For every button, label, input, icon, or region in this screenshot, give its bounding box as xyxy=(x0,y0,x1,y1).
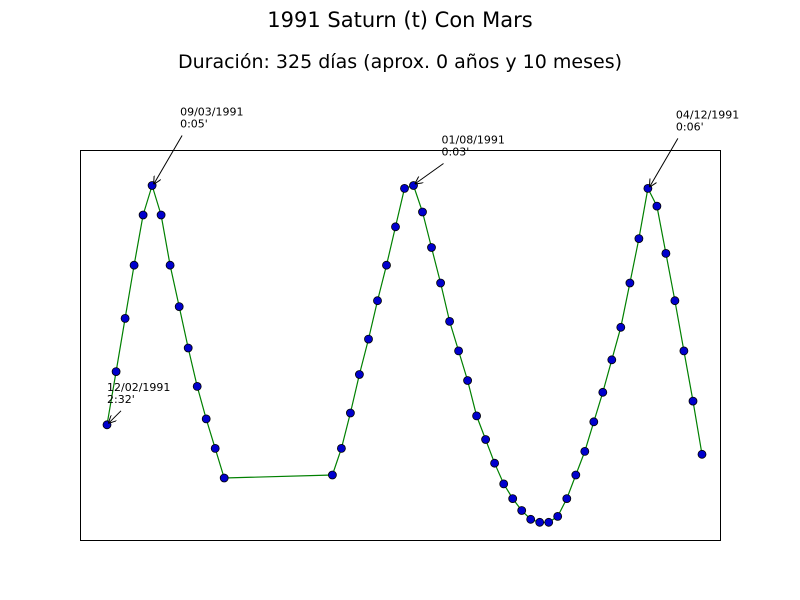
annotation-arrow xyxy=(650,138,679,186)
data-point xyxy=(327,470,337,480)
data-point xyxy=(490,458,500,468)
data-point xyxy=(580,446,590,456)
data-point xyxy=(174,302,184,312)
data-point xyxy=(219,473,229,483)
data-point xyxy=(138,210,148,220)
annotation-value: 0:05' xyxy=(180,118,208,131)
annotation-date: 04/12/1991 xyxy=(676,108,739,121)
data-point xyxy=(562,494,572,504)
annotation-date: 12/02/1991 xyxy=(107,381,170,394)
annotation-date: 01/08/1991 xyxy=(442,134,505,147)
series-line xyxy=(106,183,703,523)
data-point xyxy=(201,414,211,424)
data-point xyxy=(454,346,464,356)
data-point xyxy=(427,243,436,252)
data-point xyxy=(192,381,202,391)
data-point xyxy=(598,387,608,397)
data-point xyxy=(499,479,509,489)
data-point xyxy=(508,494,518,504)
data-point xyxy=(625,278,635,288)
annotation-arrow xyxy=(416,163,444,184)
data-point xyxy=(661,248,671,258)
data-point xyxy=(463,376,473,385)
data-point xyxy=(129,260,139,270)
data-point xyxy=(210,443,220,453)
data-point xyxy=(688,396,698,406)
data-point xyxy=(345,408,355,418)
annotation-date: 09/03/1991 xyxy=(180,106,243,119)
data-point xyxy=(526,514,536,524)
data-point xyxy=(616,322,626,332)
data-point xyxy=(354,370,364,379)
data-point xyxy=(589,417,599,427)
data-point xyxy=(544,517,554,527)
plot-area-frame xyxy=(80,150,721,541)
data-point xyxy=(391,222,400,232)
data-point xyxy=(670,296,680,306)
data-point xyxy=(553,512,563,521)
data-point xyxy=(436,278,446,288)
data-point xyxy=(373,296,382,306)
annotation-arrow xyxy=(109,410,122,423)
annotation-value: 0:03' xyxy=(442,146,470,159)
data-point xyxy=(183,343,193,353)
annotation-value: 2:32' xyxy=(107,393,135,406)
annotation-value: 0:06' xyxy=(676,120,704,133)
data-point xyxy=(634,234,644,244)
data-point xyxy=(697,449,707,459)
data-point xyxy=(571,470,581,480)
data-point xyxy=(156,210,166,220)
data-point xyxy=(652,201,662,211)
data-point xyxy=(517,506,527,515)
data-point xyxy=(364,334,373,344)
data-point xyxy=(535,517,545,527)
data-point xyxy=(120,313,130,323)
annotation-arrow xyxy=(154,135,183,184)
chart-subtitle: Duración: 325 días (aprox. 0 años y 10 m… xyxy=(177,51,623,73)
data-point xyxy=(165,260,175,270)
data-point xyxy=(445,316,455,326)
data-point xyxy=(111,367,121,377)
data-point xyxy=(472,411,482,421)
chart-title: 1991 Saturn (t) Con Mars xyxy=(267,8,533,32)
data-point xyxy=(400,183,409,193)
data-point xyxy=(382,260,391,270)
data-point xyxy=(336,443,346,453)
data-point xyxy=(679,346,689,356)
data-point xyxy=(607,355,617,365)
data-point xyxy=(481,435,491,444)
series-layer xyxy=(102,181,707,527)
data-point xyxy=(418,207,427,217)
